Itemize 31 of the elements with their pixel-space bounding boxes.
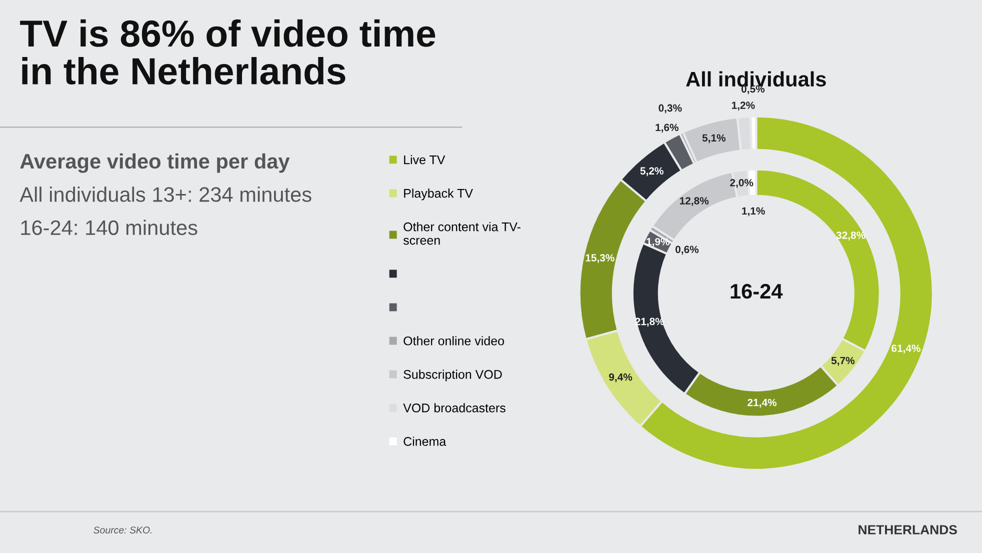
legend-label: VOD broadcasters xyxy=(403,403,506,412)
data-label: 5,2% xyxy=(640,167,664,176)
legend-label: Playback TV xyxy=(404,188,473,200)
data-label: 21,4% xyxy=(748,398,777,408)
legend-label: Subscription VOD xyxy=(404,370,502,382)
slice-label: All individuals xyxy=(686,71,826,87)
data-label: 2,0% xyxy=(730,178,754,188)
source-note: Source: SKO. xyxy=(94,526,152,534)
text: NETHERLANDS xyxy=(858,525,957,534)
data-label: 1,2% xyxy=(732,102,755,110)
data-label: 1,6% xyxy=(656,124,679,133)
data-label: 12,8% xyxy=(680,197,709,206)
data-label: 5,7% xyxy=(831,356,855,366)
data-label: 1,9% xyxy=(646,238,670,247)
legend-label: Cinema xyxy=(404,436,446,446)
data-label: 0,5% xyxy=(741,85,765,94)
legend-label: Live TV xyxy=(404,155,446,164)
text: TV is 86% of video time in the Netherlands xyxy=(20,19,436,85)
data-label: 9,4% xyxy=(609,373,632,382)
legend-label: Other content via TV- screen xyxy=(403,222,520,245)
data-label: 15,3% xyxy=(586,254,614,263)
text: Average video time per day xyxy=(20,153,290,173)
data-label: 5,1% xyxy=(702,134,726,144)
text: All individuals 13+: 234 minutes xyxy=(20,186,312,202)
slice-label: 16-24 xyxy=(730,284,783,299)
data-label: 0,6% xyxy=(676,246,699,255)
data-label: 1,1% xyxy=(742,207,765,216)
text: 16-24: 140 minutes xyxy=(21,220,198,236)
legend-label: Other online video xyxy=(404,336,504,346)
data-label: 0,3% xyxy=(658,104,682,114)
data-label: 61,4% xyxy=(892,344,920,354)
